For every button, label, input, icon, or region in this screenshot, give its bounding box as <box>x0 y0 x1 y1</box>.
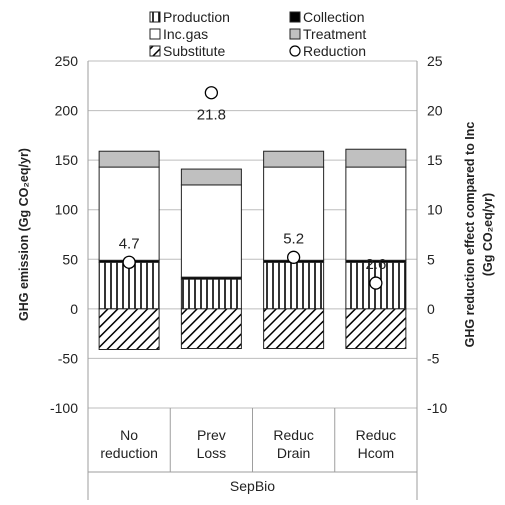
left-tick-label: 100 <box>55 202 79 218</box>
legend-entry: Treatment <box>303 26 366 42</box>
legend-swatch <box>149 11 161 23</box>
bars <box>98 148 407 351</box>
reduction-data-label: 4.7 <box>119 235 140 252</box>
bar-segment-treatment <box>263 150 325 168</box>
right-tick-label: 0 <box>427 301 435 317</box>
legend-swatch-reduction <box>289 45 301 57</box>
legend-swatch <box>149 45 161 57</box>
reduction-marker <box>286 250 301 264</box>
legend: Production Collection Inc.gas Treatment Subs… <box>149 9 366 59</box>
bar-segment-substitute <box>345 308 407 350</box>
right-tick-label: -5 <box>427 350 440 366</box>
left-tick-label: 150 <box>55 152 79 168</box>
category-label: No <box>120 427 138 443</box>
right-tick-label: 5 <box>427 251 435 267</box>
category-label: Reduc <box>273 427 313 443</box>
bar-segment-inc-gas <box>263 166 325 261</box>
bar-segment-substitute <box>263 308 325 350</box>
legend-entry: Collection <box>303 9 364 25</box>
left-tick-label: 200 <box>55 103 79 119</box>
right-tick-label: 20 <box>427 103 443 119</box>
legend-swatch <box>289 11 301 23</box>
category-label: Drain <box>277 445 310 461</box>
category-label: Reduc <box>356 427 396 443</box>
reduction-marker <box>122 255 136 269</box>
category-label: Prev <box>197 427 226 443</box>
left-tick-label: 50 <box>62 251 78 267</box>
left-axis-title: GHG emission (Gg CO₂eq/yr) <box>17 148 31 321</box>
bar-segment-substitute <box>180 308 242 350</box>
bar-segment-inc-gas <box>345 166 407 261</box>
reduction-data-label: 21.8 <box>197 107 226 124</box>
axes: -100-50050100150200250-10-50510152025GHG… <box>17 53 495 500</box>
bar-segment-production <box>263 261 325 310</box>
bar-segment-substitute <box>98 308 160 351</box>
bar-segment-treatment <box>345 148 407 168</box>
left-tick-label: 250 <box>55 53 79 69</box>
legend-entry: Inc.gas <box>163 26 208 42</box>
legend-swatch <box>289 28 301 40</box>
reduction-markers: 4.7 21.8 5.2 2.6 <box>119 86 386 290</box>
category-label: Loss <box>197 445 227 461</box>
left-tick-label: -100 <box>50 400 78 416</box>
legend-entry: Reduction <box>303 43 366 59</box>
reduction-data-label: 5.2 <box>283 230 304 247</box>
right-tick-label: 10 <box>427 202 443 218</box>
bar-segment-production <box>180 278 242 310</box>
bar-segment-treatment <box>180 168 242 186</box>
right-tick-label: -10 <box>427 400 447 416</box>
left-tick-label: -50 <box>58 350 78 366</box>
legend-swatch <box>149 28 161 40</box>
bar-segment-inc-gas <box>180 184 242 278</box>
bar-segment-production <box>98 261 160 310</box>
category-label: reduction <box>100 445 158 461</box>
legend-entry: Substitute <box>163 43 225 59</box>
right-tick-label: 25 <box>427 53 443 69</box>
left-tick-label: 0 <box>70 301 78 317</box>
bar-segment-treatment <box>98 150 160 168</box>
reduction-data-label: 2.6 <box>365 256 386 273</box>
reduction-marker <box>369 276 383 290</box>
category-label: Hcom <box>358 445 395 461</box>
right-axis-title-line1: GHG reduction effect compared to Inc <box>463 122 477 348</box>
group-label: SepBio <box>230 478 275 494</box>
legend-entry: Production <box>163 9 230 25</box>
right-tick-label: 15 <box>427 152 443 168</box>
right-axis-title-line2: (Gg CO₂eq/yr) <box>481 193 495 276</box>
reduction-marker <box>204 86 219 100</box>
